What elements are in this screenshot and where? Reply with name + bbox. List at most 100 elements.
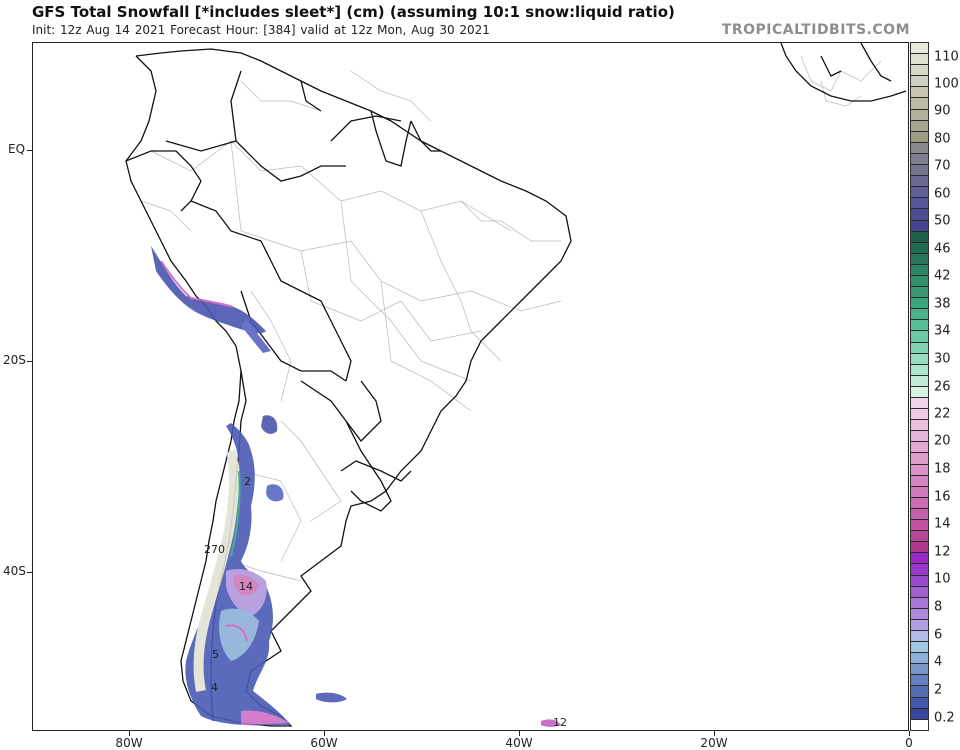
colorbar-segment xyxy=(911,309,928,321)
colorbar-label: 20 xyxy=(934,433,951,449)
contour-label: 270 xyxy=(204,543,225,556)
colorbar-segment xyxy=(911,142,928,154)
colorbar-label: 50 xyxy=(934,213,951,229)
xtick-20w: 20W xyxy=(700,736,728,750)
xtick-60w: 60W xyxy=(310,736,338,750)
ytick-eq: EQ xyxy=(8,142,26,156)
colorbar-segment xyxy=(911,298,928,310)
colorbar-segment xyxy=(911,564,928,576)
colorbar-segment xyxy=(911,497,928,509)
colorbar-segment xyxy=(911,54,928,66)
colorbar-label: 46 xyxy=(934,241,951,257)
colorbar-label: 8 xyxy=(934,599,943,615)
xtick-0: 0 xyxy=(905,736,913,750)
colorbar-segment xyxy=(911,342,928,354)
colorbar-label: 26 xyxy=(934,379,951,395)
colorbar-label: 38 xyxy=(934,296,951,312)
ytick-20s: 20S xyxy=(3,353,26,367)
colorbar-segment xyxy=(911,697,928,709)
colorbar-label: 30 xyxy=(934,351,951,367)
map-svg: 2 270 14 5 4 12 xyxy=(125,43,907,729)
colorbar-segment xyxy=(911,442,928,454)
contour-label: 14 xyxy=(239,580,253,593)
colorbar-label: 22 xyxy=(934,406,951,422)
brand-watermark: TROPICALTIDBITS.COM xyxy=(721,22,910,38)
colorbar-segment xyxy=(911,619,928,631)
colorbar-segment xyxy=(911,708,928,720)
colorbar-segment xyxy=(911,364,928,376)
contour-labels: 2 270 14 5 4 12 xyxy=(204,475,567,729)
colorbar-segment xyxy=(911,586,928,598)
colorbar-segment xyxy=(911,486,928,498)
colorbar-segment xyxy=(911,65,928,77)
colorbar-segment xyxy=(911,553,928,565)
contour-label: 5 xyxy=(212,648,219,661)
colorbar-segment xyxy=(911,131,928,143)
colorbar-segment xyxy=(911,475,928,487)
colorbar-segment xyxy=(911,719,928,730)
colorbar-segment xyxy=(911,664,928,676)
colorbar-segment xyxy=(911,231,928,243)
contour-label: 2 xyxy=(244,475,251,488)
colorbar-segment xyxy=(911,98,928,110)
colorbar-segment xyxy=(911,520,928,532)
colorbar-segment xyxy=(911,353,928,365)
colorbar-segment xyxy=(911,220,928,232)
xtick-mark xyxy=(129,731,130,736)
colorbar-label: 42 xyxy=(934,268,951,284)
colorbar-segment xyxy=(911,120,928,132)
colorbar-label: 10 xyxy=(934,571,951,587)
colorbar-segment xyxy=(911,531,928,543)
colorbar-label: 90 xyxy=(934,103,951,119)
ytick-40s: 40S xyxy=(3,564,26,578)
chart-title: GFS Total Snowfall [*includes sleet*] (c… xyxy=(32,3,675,21)
colorbar-label: 0.2 xyxy=(934,710,955,726)
colorbar-segment xyxy=(911,264,928,276)
colorbar-segment xyxy=(911,386,928,398)
colorbar-segment xyxy=(911,176,928,188)
colorbar-segment xyxy=(911,642,928,654)
colorbar-segment xyxy=(911,420,928,432)
colorbar-label: 6 xyxy=(934,627,943,643)
colorbar-label: 100 xyxy=(934,76,959,92)
colorbar-segment xyxy=(911,375,928,387)
xtick-mark xyxy=(714,731,715,736)
ytick-mark xyxy=(27,572,32,573)
colorbar-segment xyxy=(911,508,928,521)
xtick-mark xyxy=(324,731,325,736)
colorbar-segment xyxy=(911,398,928,410)
colorbar-segment xyxy=(911,597,928,609)
colorbar-segment xyxy=(911,275,928,288)
xtick-40w: 40W xyxy=(505,736,533,750)
colorbar-label: 2 xyxy=(934,682,943,698)
colorbar-segment xyxy=(911,331,928,343)
colorbar-segment xyxy=(911,165,928,177)
colorbar-segment xyxy=(911,287,928,299)
colorbar-segment xyxy=(911,608,928,620)
xtick-mark xyxy=(519,731,520,736)
colorbar-label: 34 xyxy=(934,323,951,339)
colorbar-segment xyxy=(911,209,928,221)
colorbar-label: 4 xyxy=(934,654,943,670)
colorbar-segment xyxy=(911,431,928,443)
colorbar-segment xyxy=(911,153,928,166)
colorbar-segment xyxy=(911,43,928,55)
chart-subtitle: Init: 12z Aug 14 2021 Forecast Hour: [38… xyxy=(32,23,490,37)
colorbar-segment xyxy=(911,453,928,465)
ytick-mark xyxy=(27,361,32,362)
colorbar-segment xyxy=(911,109,928,121)
colorbar-label: 70 xyxy=(934,158,951,174)
snowfall-shading xyxy=(151,246,561,727)
colorbar-label: 110 xyxy=(934,49,959,65)
contour-label: 4 xyxy=(211,681,218,694)
colorbar-segment xyxy=(911,242,928,254)
colorbar-segment xyxy=(911,575,928,587)
xtick-80w: 80W xyxy=(115,736,143,750)
colorbar-segment xyxy=(911,198,928,210)
colorbar-segment xyxy=(911,464,928,476)
colorbar-segment xyxy=(911,253,928,265)
colorbar-segment xyxy=(911,675,928,687)
map-area[interactable]: 2 270 14 5 4 12 xyxy=(32,42,909,731)
colorbar-segment xyxy=(911,76,928,88)
ytick-mark xyxy=(27,150,32,151)
